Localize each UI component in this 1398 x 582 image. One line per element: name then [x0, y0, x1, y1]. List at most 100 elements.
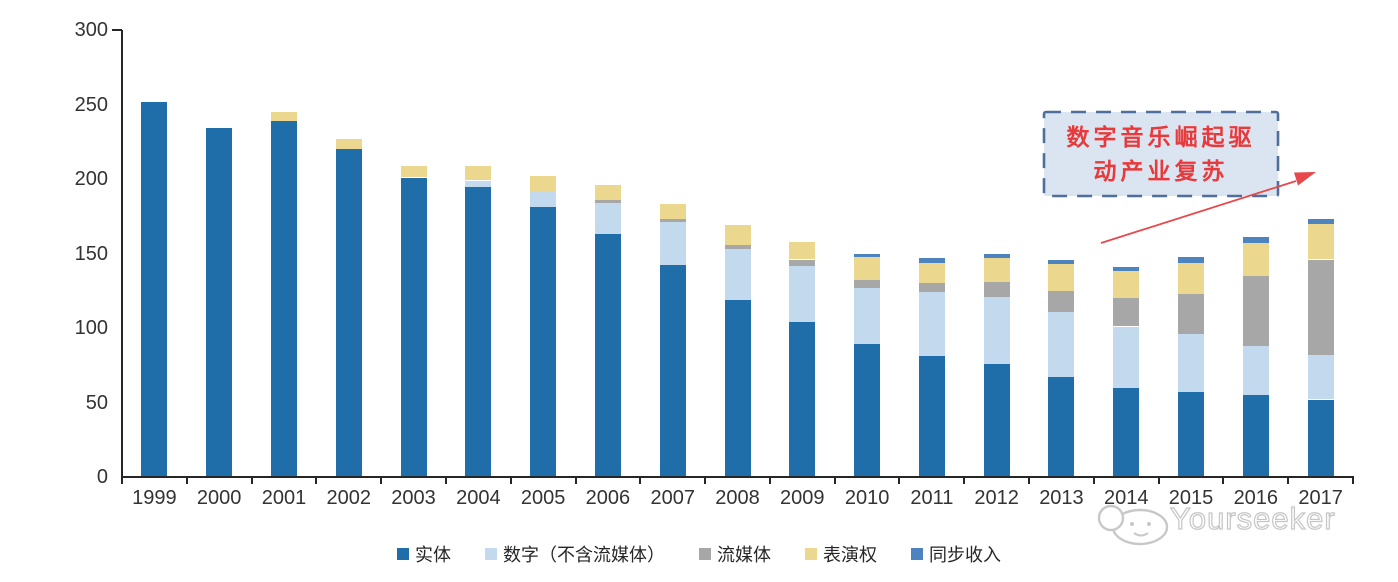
watermark-text: Yourseeker: [1169, 500, 1336, 536]
bar-segment: [918, 292, 945, 357]
x-axis-tick-label: 2015: [1168, 487, 1214, 509]
x-axis-tick-label: 2004: [456, 487, 501, 509]
bar-segment: [1307, 354, 1334, 400]
bar-segment: [465, 180, 492, 187]
y-axis-tick-label: 50: [85, 391, 108, 414]
x-axis-tick-mark: [704, 478, 707, 484]
x-axis-tick-label: 1999: [132, 487, 177, 509]
x-axis-tick-label: 2013: [1039, 487, 1084, 509]
x-axis-tick-mark: [509, 478, 512, 484]
x-axis-tick-mark: [250, 478, 253, 484]
legend-swatch-icon: [397, 548, 409, 560]
bar-segment: [1113, 271, 1140, 299]
bar-segment: [1113, 266, 1140, 272]
bar-segment: [1307, 223, 1334, 260]
legend-label: 同步收入: [929, 545, 1001, 565]
bar-segment: [1113, 298, 1140, 327]
bar-segment: [983, 281, 1010, 297]
x-axis-tick-label: 2016: [1233, 487, 1279, 509]
bar-segment: [918, 262, 945, 284]
bar-segment: [465, 165, 492, 181]
bar-segment: [271, 111, 297, 121]
bar-segment: [400, 165, 427, 178]
bar-segment: [983, 296, 1010, 364]
bar-segment: [530, 190, 557, 208]
bar-segment: [854, 253, 881, 257]
x-axis-tick-mark: [1287, 478, 1290, 484]
bar-segment: [1113, 326, 1140, 388]
y-axis-tick-label: 300: [74, 19, 108, 41]
x-axis-tick-mark: [380, 478, 383, 484]
bar-segment: [594, 202, 621, 235]
x-axis-tick-mark: [768, 478, 771, 484]
annotation-callout: 数字音乐崛起驱 动产业复苏: [1044, 112, 1278, 196]
bar-segment: [271, 120, 297, 477]
legend-item: 表演权: [805, 541, 877, 567]
bar-segment: [854, 287, 881, 345]
bar-segment: [141, 101, 168, 477]
legend-swatch-icon: [805, 548, 817, 560]
bar-segment: [1048, 377, 1075, 477]
bar-segment: [206, 128, 233, 477]
bar-segment: [1178, 293, 1204, 334]
bar-segment: [530, 207, 557, 477]
bar-segment: [594, 199, 621, 203]
bar-segment: [1048, 311, 1075, 378]
bar-segment: [594, 234, 621, 477]
bar-segment: [1307, 219, 1334, 224]
x-axis-tick-mark: [963, 478, 966, 484]
x-axis-tick-mark: [1092, 478, 1095, 484]
x-axis-tick-label: 2017: [1298, 487, 1343, 509]
bar-segment: [724, 299, 751, 477]
watermark-logo-icon: [1097, 504, 1169, 546]
bar-segment: [659, 204, 686, 220]
legend-label: 数字（不含流媒体）: [503, 545, 665, 565]
legend-item: 实体: [397, 541, 451, 567]
x-axis-tick-label: 2010: [844, 487, 890, 509]
bar-segment: [983, 363, 1010, 477]
y-axis-line: [121, 30, 123, 477]
bar-segment: [983, 253, 1010, 258]
x-axis-tick-label: 2008: [715, 487, 760, 509]
bar-segment: [789, 265, 816, 322]
legend-swatch-icon: [911, 548, 923, 560]
x-axis-tick-mark: [444, 478, 447, 484]
bar-segment: [724, 249, 751, 300]
y-axis-tick-label: 150: [74, 242, 108, 265]
bar-segment: [1178, 334, 1204, 393]
bar-segment: [1242, 345, 1269, 396]
bar-segment: [1242, 243, 1269, 276]
bar-segment: [1242, 395, 1269, 478]
bar-segment: [1178, 262, 1204, 294]
legend-swatch-icon: [485, 548, 497, 560]
bar-segment: [918, 283, 945, 293]
legend: 实体 数字（不含流媒体） 流媒体 表演权 同步收入: [0, 541, 1398, 567]
bar-segment: [1048, 290, 1075, 312]
bar-segment: [335, 149, 362, 477]
bar-segment: [1307, 399, 1334, 477]
annotation-text-line2: 动产业复苏: [1093, 158, 1229, 184]
bar-segment: [659, 265, 686, 477]
x-axis-tick-mark: [185, 478, 188, 484]
annotation-text-line1: 数字音乐崛起驱: [1066, 124, 1256, 150]
y-axis-tick-label: 250: [74, 93, 108, 116]
x-axis-tick-label: 2007: [650, 487, 695, 509]
x-axis-line: [121, 476, 1354, 478]
x-axis-tick-label: 2014: [1103, 487, 1149, 509]
bar-segment: [854, 280, 881, 288]
bar-segment: [918, 356, 945, 477]
bar-segment: [659, 222, 686, 266]
bar-segment: [918, 258, 945, 263]
annotation-arrowhead-icon: [1294, 172, 1316, 186]
legend-swatch-icon: [699, 548, 711, 560]
bar-segment: [854, 256, 881, 281]
x-axis-tick-mark: [639, 478, 642, 484]
bar-segment: [1048, 259, 1075, 264]
x-axis-tick-label: 2009: [780, 487, 825, 509]
bar-segment: [594, 185, 621, 200]
legend-item: 流媒体: [699, 541, 771, 567]
bar-segment: [789, 322, 816, 477]
bar-segment: [1242, 237, 1269, 244]
legend-label: 流媒体: [717, 545, 771, 565]
legend-label: 表演权: [823, 545, 877, 565]
